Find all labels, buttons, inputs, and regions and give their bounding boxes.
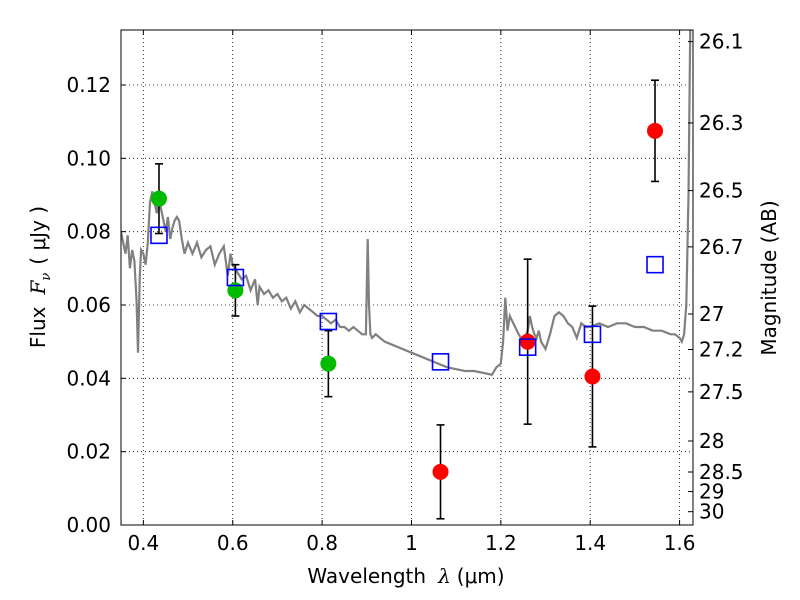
data-point-other: [647, 122, 664, 139]
model-photometry-point: [319, 312, 338, 331]
y2-tick-label: 27: [699, 302, 724, 326]
model-photometry-point: [646, 255, 664, 274]
y-tick-labels: 0.00 0.02 0.04 0.06 0.08 0.10 0.12: [66, 73, 111, 537]
y-axis-label-subscript: ν: [39, 273, 54, 281]
x-axis-label-symbol: λ: [437, 564, 451, 588]
data-point-other: [432, 463, 449, 480]
plot-frame: [120, 29, 694, 526]
y-tick-label: 0.04: [66, 366, 111, 390]
y-axis-label-unit: ( μJy ): [26, 206, 50, 265]
x-axis-label-unit: (μm): [457, 564, 505, 588]
x-tick-label: 1: [405, 531, 418, 555]
y-tick-label: 0.12: [66, 73, 111, 97]
y2-tick-label: 26.5: [699, 179, 744, 203]
y-tick-label: 0.10: [66, 146, 111, 170]
axis-ticks: [121, 30, 693, 526]
model-photometry-point: [226, 268, 245, 287]
model-photometry-point: [583, 325, 602, 344]
x-tick-label: 0.8: [306, 531, 338, 555]
axes-frame: [120, 29, 694, 526]
model-photometry-point: [518, 338, 537, 356]
data-point-other: [584, 368, 601, 385]
y2-tick-label: 26.7: [699, 235, 744, 259]
plot-area: [121, 30, 693, 525]
y-axis-label: Flux Fν ( μJy ): [26, 206, 54, 348]
y2-tick-label: 27.5: [699, 380, 744, 404]
data-point-detected: [150, 190, 167, 207]
model-spectrum-line: [121, 30, 692, 376]
x-tick-label: 1.2: [485, 531, 517, 555]
y2-tick-label: 29: [699, 480, 724, 504]
y-tick-label: 0.02: [66, 440, 111, 464]
y-axis-label-symbol: F: [26, 280, 50, 296]
data-point-other: [519, 333, 536, 350]
data-point-detected: [227, 282, 244, 299]
x-tick-label: 1.6: [664, 531, 696, 555]
y2-tick-label: 30: [699, 500, 724, 524]
data-markers: [150, 122, 664, 480]
model-photometry-point: [150, 226, 168, 245]
model-photometry-point: [431, 353, 450, 371]
data-point-detected: [320, 355, 337, 372]
model-spectrum: [121, 30, 692, 376]
x-axis-label: Wavelength λ (μm): [307, 564, 504, 588]
y-axis-label-text: Flux: [26, 306, 50, 348]
x-axis-label-text: Wavelength: [307, 564, 426, 588]
x-tick-label: 0.4: [127, 531, 159, 555]
y-tick-label: 0.06: [66, 293, 111, 317]
y2-tick-label: 28.5: [699, 460, 744, 484]
plot-background: [121, 30, 693, 525]
y-tick-label: 0.08: [66, 220, 111, 244]
x-tick-labels: 0.4 0.6 0.8 1 1.2 1.4 1.6: [127, 531, 695, 555]
y2-tick-label: 26.1: [699, 30, 744, 54]
y2-tick-label: 28: [699, 429, 724, 453]
y2-tick-label: 26.3: [699, 111, 744, 135]
x-tick-label: 1.4: [574, 531, 606, 555]
y2-tick-label: 27.2: [699, 338, 744, 362]
y-tick-label: 0.00: [66, 513, 111, 537]
x-tick-label: 0.6: [217, 531, 249, 555]
y2-axis-label: Magnitude (AB): [757, 200, 781, 355]
